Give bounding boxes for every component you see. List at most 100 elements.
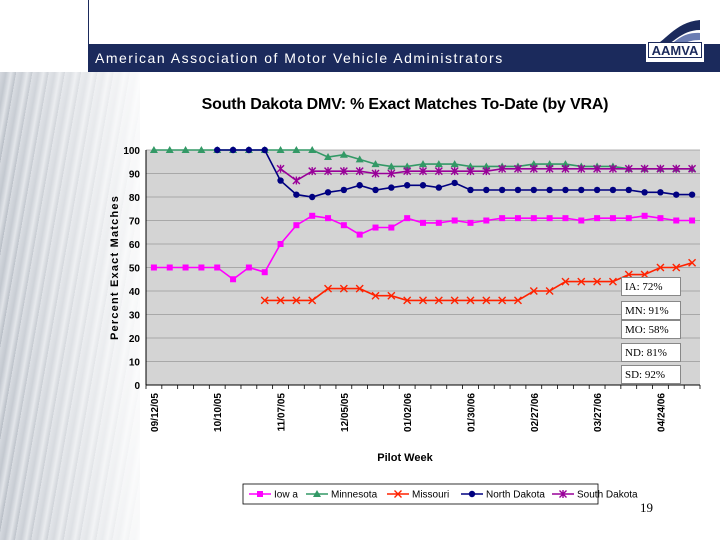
data-point-missouri xyxy=(371,291,380,300)
data-point-missouri xyxy=(355,284,364,293)
data-point-north-dakota xyxy=(514,186,522,194)
data-point-south-dakota xyxy=(577,164,586,173)
data-point-south-dakota xyxy=(608,164,617,173)
series-north-dakota xyxy=(214,146,696,201)
data-point-missouri xyxy=(450,296,459,305)
data-point-minnesota xyxy=(482,162,491,170)
rate-box-missouri: MO: 58% xyxy=(621,320,681,339)
data-point-south-dakota xyxy=(466,167,475,176)
legend-label-south-dakota: South Dakota xyxy=(577,490,638,501)
data-point-iowa xyxy=(230,276,237,283)
series-line-missouri xyxy=(264,262,693,302)
data-point-north-dakota xyxy=(309,193,316,201)
data-point-north-dakota xyxy=(435,184,443,191)
y-tick-label: 50 xyxy=(129,264,141,275)
legend-marker-minnesota xyxy=(313,490,321,497)
data-point-south-dakota xyxy=(434,167,443,176)
data-point-missouri xyxy=(482,296,491,305)
y-tick-label: 10 xyxy=(129,358,141,369)
data-point-south-dakota xyxy=(308,167,317,176)
header-banner xyxy=(88,44,720,72)
x-axis-label: Pilot Week xyxy=(377,452,433,464)
y-tick-label: 60 xyxy=(129,240,141,251)
data-point-iowa xyxy=(467,219,474,226)
data-point-south-dakota xyxy=(324,167,333,176)
x-tick-label: 02/27/06 xyxy=(530,393,541,432)
data-point-north-dakota xyxy=(530,186,537,194)
y-tick-label: 30 xyxy=(129,311,141,322)
y-tick-label: 80 xyxy=(129,193,141,204)
data-point-south-dakota xyxy=(672,164,681,173)
legend-label-minnesota: Minnesota xyxy=(331,490,378,501)
data-point-iowa xyxy=(546,215,553,222)
data-point-north-dakota xyxy=(546,186,553,194)
data-point-iowa xyxy=(150,264,157,271)
data-point-minnesota xyxy=(276,146,285,153)
data-point-minnesota xyxy=(419,160,427,168)
series-missouri xyxy=(260,258,697,305)
y-tick-label: 70 xyxy=(129,217,141,228)
series-iowa xyxy=(150,212,696,283)
data-point-south-dakota xyxy=(498,164,507,173)
data-point-north-dakota xyxy=(641,189,648,196)
x-tick-label: 12/05/05 xyxy=(340,393,351,432)
data-point-north-dakota xyxy=(688,191,696,198)
data-point-minnesota xyxy=(545,160,554,168)
data-point-iowa xyxy=(166,264,173,271)
data-point-north-dakota xyxy=(657,189,664,196)
data-point-south-dakota xyxy=(624,164,633,173)
data-point-minnesota xyxy=(292,146,301,153)
data-point-south-dakota xyxy=(403,167,412,176)
data-point-north-dakota xyxy=(245,146,253,154)
data-point-north-dakota xyxy=(214,146,221,154)
x-tick-label: 09/12/05 xyxy=(150,393,161,432)
data-point-iowa xyxy=(451,217,458,224)
data-point-iowa xyxy=(499,215,506,222)
data-point-missouri xyxy=(545,287,554,295)
data-point-iowa xyxy=(689,217,696,224)
data-point-iowa xyxy=(673,217,680,224)
legend-box xyxy=(242,483,599,505)
data-point-north-dakota xyxy=(562,186,569,194)
data-point-north-dakota xyxy=(467,186,474,194)
data-point-missouri xyxy=(688,258,697,267)
data-point-iowa xyxy=(309,212,316,219)
y-tick-label: 100 xyxy=(123,146,140,157)
rate-box-north-dakota: ND: 81% xyxy=(621,343,681,362)
data-point-south-dakota xyxy=(561,164,570,173)
legend-label-north-dakota: North Dakota xyxy=(486,490,545,501)
data-point-iowa xyxy=(404,215,411,222)
data-point-north-dakota xyxy=(229,146,237,154)
data-point-minnesota xyxy=(434,160,443,168)
data-point-north-dakota xyxy=(625,186,632,194)
y-tick-label: 20 xyxy=(129,334,141,345)
data-point-iowa xyxy=(657,215,664,222)
data-point-north-dakota xyxy=(419,182,427,189)
data-point-north-dakota xyxy=(609,186,617,194)
data-point-iowa xyxy=(435,219,442,226)
data-point-iowa xyxy=(261,269,268,276)
data-point-north-dakota xyxy=(593,186,601,194)
data-point-south-dakota xyxy=(593,164,602,173)
data-point-minnesota xyxy=(466,162,475,170)
data-point-iowa xyxy=(625,215,632,222)
data-point-iowa xyxy=(514,215,521,222)
data-point-north-dakota xyxy=(261,146,268,154)
data-point-south-dakota xyxy=(545,164,554,173)
data-point-iowa xyxy=(356,231,363,238)
data-point-north-dakota xyxy=(293,191,300,198)
y-tick-label: 40 xyxy=(129,287,141,298)
highway-background-photo xyxy=(0,72,140,540)
data-point-minnesota xyxy=(339,150,348,158)
data-point-south-dakota xyxy=(450,167,459,176)
data-point-missouri xyxy=(339,284,348,293)
data-point-iowa xyxy=(372,224,379,231)
data-point-missouri xyxy=(656,263,665,272)
legend-marker-missouri xyxy=(394,490,402,498)
data-point-missouri xyxy=(434,296,443,305)
data-point-missouri xyxy=(593,277,602,286)
data-point-missouri xyxy=(308,296,317,305)
data-point-south-dakota xyxy=(292,176,301,185)
data-point-iowa xyxy=(530,215,537,222)
